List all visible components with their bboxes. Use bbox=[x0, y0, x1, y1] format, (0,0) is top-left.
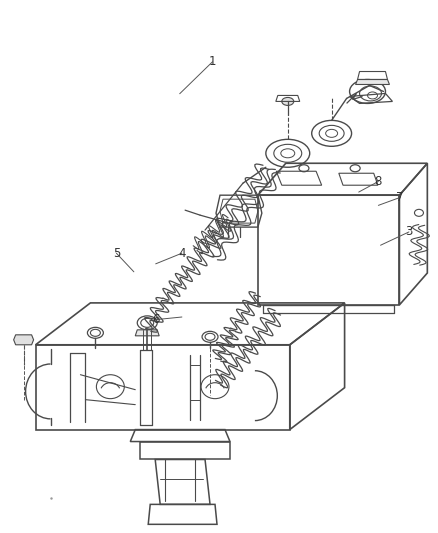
Text: 8: 8 bbox=[374, 175, 382, 188]
Text: 6: 6 bbox=[152, 313, 159, 326]
Ellipse shape bbox=[282, 98, 294, 106]
Text: 3: 3 bbox=[405, 225, 413, 238]
Polygon shape bbox=[14, 335, 34, 345]
Text: 7: 7 bbox=[396, 191, 404, 204]
Text: 4: 4 bbox=[178, 247, 186, 260]
Polygon shape bbox=[135, 330, 159, 336]
Polygon shape bbox=[356, 79, 389, 84]
Text: 1: 1 bbox=[208, 55, 216, 68]
Text: 5: 5 bbox=[113, 247, 120, 260]
Bar bbox=[190, 365, 200, 400]
